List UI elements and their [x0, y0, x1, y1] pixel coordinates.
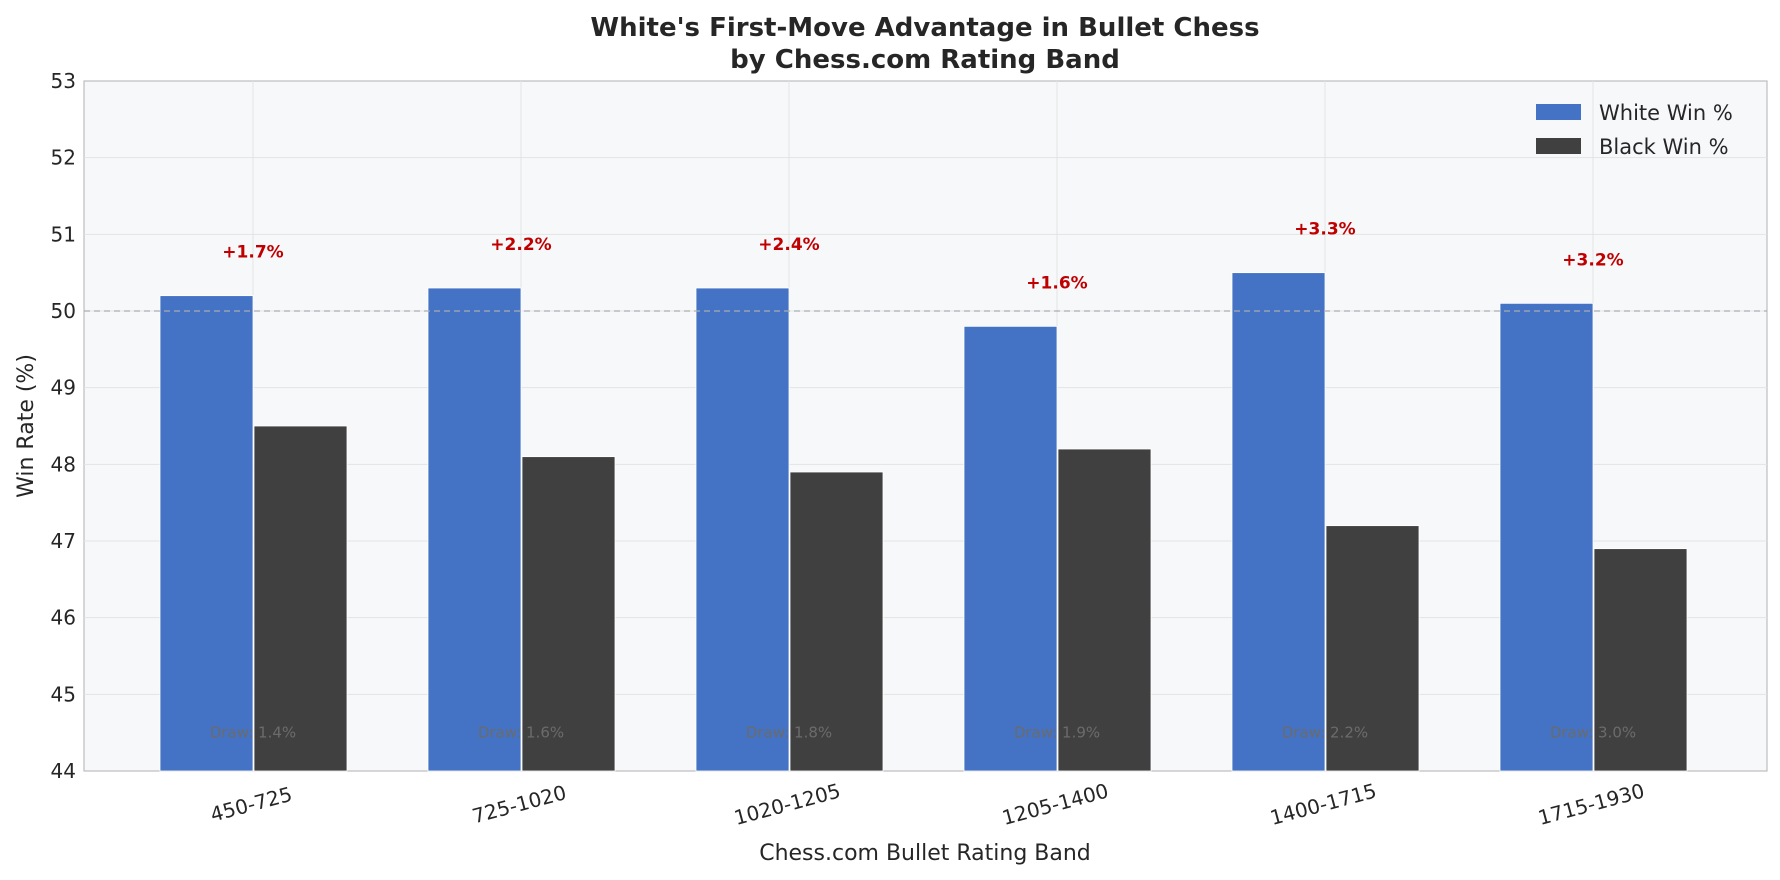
draw-rate-label: Draw: 1.9% — [1014, 724, 1100, 742]
advantage-label: +2.2% — [490, 235, 551, 255]
plot-area — [83, 80, 1768, 772]
legend-swatch-black — [1536, 138, 1581, 154]
draw-rate-label: Draw: 1.6% — [478, 724, 564, 742]
bar-white-win — [695, 287, 790, 772]
bar-black-win — [253, 425, 348, 772]
advantage-label: +1.7% — [222, 243, 283, 263]
bar-white-win — [1499, 302, 1594, 772]
y-tick-label: 51 — [51, 222, 76, 246]
draw-rate-label: Draw: 2.2% — [1282, 724, 1368, 742]
advantage-label: +3.2% — [1562, 250, 1623, 270]
y-tick-label: 48 — [51, 452, 76, 476]
bar-black-win — [789, 471, 884, 772]
y-tick-label: 47 — [51, 529, 76, 553]
legend: White Win % Black Win % — [1536, 101, 1733, 159]
x-axis-ticks: 450-725 725-1020 1020-1205 1205-1400 1400-17… — [208, 779, 1647, 830]
chart-subtitle: by Chess.com Rating Band — [730, 45, 1120, 75]
x-tick-label: 725-1020 — [470, 780, 569, 828]
x-tick-label: 1400-1715 — [1267, 779, 1379, 830]
y-tick-label: 50 — [51, 299, 76, 323]
y-axis-label: Win Rate (%) — [14, 354, 39, 498]
draw-rate-label: Draw: 1.8% — [746, 724, 832, 742]
y-tick-label: 49 — [51, 376, 76, 400]
bar-white-win — [963, 325, 1058, 772]
bars — [159, 272, 1688, 772]
bar-white-win — [159, 295, 254, 772]
y-tick-label: 53 — [51, 69, 76, 93]
draw-rate-label: Draw: 1.4% — [210, 724, 296, 742]
legend-label-black: Black Win % — [1599, 135, 1729, 159]
bar-white-win — [427, 287, 522, 772]
chart-title: White's First-Move Advantage in Bullet C… — [590, 13, 1259, 43]
bar-black-win — [521, 456, 616, 772]
advantage-label: +3.3% — [1294, 220, 1355, 240]
y-axis-ticks: 44 45 46 47 48 49 50 51 52 53 — [51, 69, 76, 783]
x-tick-label: 450-725 — [208, 782, 295, 827]
legend-label-white: White Win % — [1599, 101, 1733, 125]
x-tick-label: 1020-1205 — [731, 779, 843, 830]
y-tick-label: 46 — [51, 606, 76, 630]
bar-white-win — [1231, 272, 1326, 772]
bar-black-win — [1593, 548, 1688, 772]
legend-swatch-white — [1536, 104, 1581, 120]
advantage-label: +2.4% — [758, 235, 819, 255]
x-axis-label: Chess.com Bullet Rating Band — [759, 841, 1091, 866]
y-tick-label: 45 — [51, 682, 76, 706]
bar-annotations: +1.7% Draw: 1.4% +2.2% Draw: 1.6% +2.4% Draw:… — [210, 220, 1636, 742]
draw-rate-label: Draw: 3.0% — [1550, 724, 1636, 742]
y-tick-label: 44 — [51, 759, 76, 783]
bar-black-win — [1325, 525, 1420, 772]
x-tick-label: 1205-1400 — [999, 779, 1111, 830]
advantage-label: +1.6% — [1026, 273, 1087, 293]
x-tick-label: 1715-1930 — [1535, 779, 1647, 830]
y-tick-label: 52 — [51, 146, 76, 170]
bar-black-win — [1057, 448, 1152, 772]
